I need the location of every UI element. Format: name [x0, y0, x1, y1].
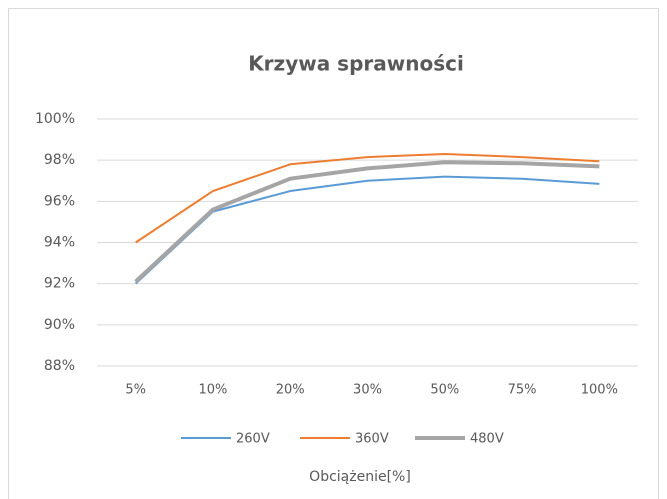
legend-label: 480V — [470, 432, 504, 447]
chart-border — [8, 8, 659, 499]
x-tick-label: 75% — [508, 383, 537, 398]
x-axis-label: Obciążenie[%] — [309, 469, 411, 485]
chart-title: Krzywa sprawności — [248, 52, 464, 76]
x-tick-label: 10% — [198, 383, 227, 398]
x-tick-label: 5% — [125, 383, 146, 398]
series-line — [135, 152, 600, 244]
series-line — [134, 160, 600, 284]
y-tick-label: 88% — [44, 358, 75, 374]
y-tick-label: 90% — [44, 317, 75, 333]
legend-label: 260V — [236, 432, 270, 447]
y-tick-label: 98% — [44, 152, 75, 168]
x-tick-label: 30% — [353, 383, 382, 398]
y-tick-label: 94% — [44, 235, 75, 251]
legend-label: 360V — [355, 432, 389, 447]
y-tick-label: 100% — [35, 111, 75, 127]
x-tick-label: 100% — [581, 383, 618, 398]
x-tick-label: 50% — [430, 383, 459, 398]
x-tick-label: 20% — [276, 383, 305, 398]
y-tick-label: 96% — [44, 193, 75, 209]
y-tick-label: 92% — [44, 276, 75, 292]
